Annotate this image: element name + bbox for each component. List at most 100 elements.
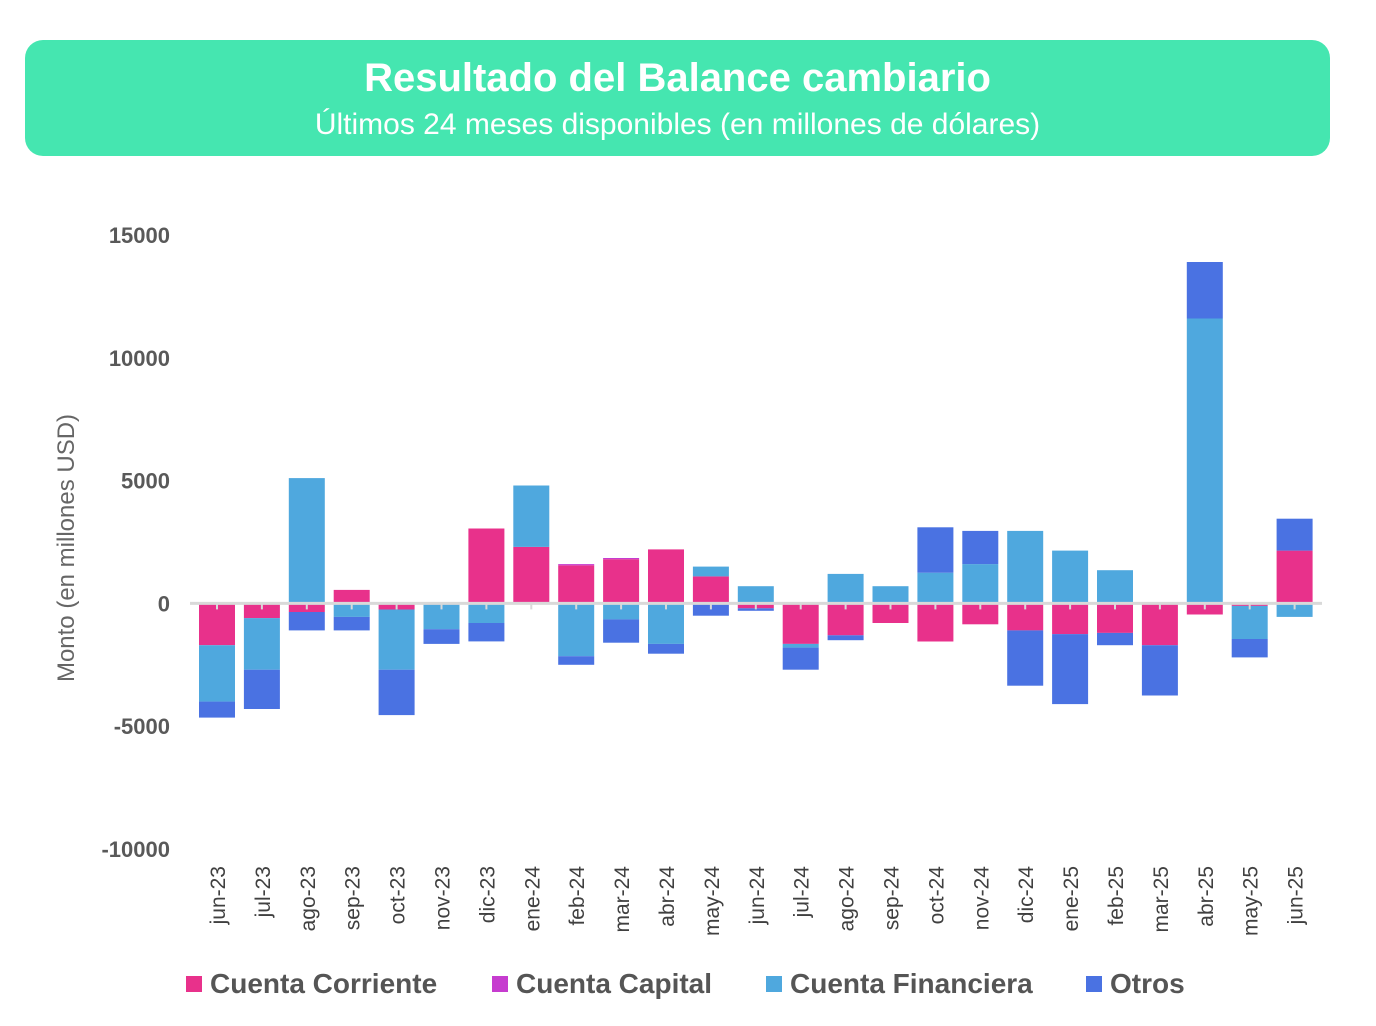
- legend-swatch: [766, 976, 782, 992]
- bar-segment: [782, 647, 819, 670]
- x-tick-label: jun-24: [746, 866, 769, 926]
- x-tick-label: abr-25: [1195, 866, 1218, 927]
- legend-swatch: [492, 976, 508, 992]
- legend-item: Cuenta Financiera: [766, 962, 1033, 1006]
- legend-item: Cuenta Corriente: [186, 962, 437, 1006]
- bar-segment: [468, 623, 505, 642]
- bar-segment: [1186, 318, 1223, 604]
- x-tick-label: ene-24: [521, 866, 544, 932]
- bar-segment: [1097, 570, 1133, 604]
- x-tick-label: may-25: [1240, 866, 1263, 936]
- bar-segment: [917, 527, 954, 573]
- bar-segment: [692, 566, 729, 577]
- bar-segment: [962, 564, 999, 604]
- bar-segment: [692, 576, 729, 604]
- x-tick-label: dic-24: [1015, 866, 1038, 924]
- x-tick-label: dic-23: [476, 866, 499, 923]
- x-tick-label: feb-25: [1105, 866, 1128, 926]
- legend-item: Cuenta Capital: [492, 962, 712, 1006]
- bar-segment: [558, 656, 595, 665]
- bar-segment: [513, 485, 550, 547]
- bar-segment: [558, 603, 595, 657]
- x-tick-label: mar-24: [611, 866, 634, 933]
- bar-segment: [1007, 530, 1044, 604]
- bar-segment: [468, 603, 505, 623]
- bar-segment: [243, 603, 280, 619]
- x-tick-label: may-24: [701, 866, 724, 936]
- x-tick-label: oct-24: [925, 866, 948, 925]
- x-tick-label: feb-24: [566, 866, 589, 926]
- x-tick-label: ago-23: [297, 866, 320, 931]
- bar-segment: [827, 573, 864, 604]
- bar-segment: [513, 546, 550, 604]
- bar-segment: [648, 643, 684, 654]
- bar-segment: [782, 603, 819, 644]
- x-tick-label: mar-25: [1150, 866, 1173, 933]
- x-tick-label: jul-24: [791, 866, 814, 919]
- bar-segment: [737, 586, 774, 604]
- bar-segment: [603, 603, 640, 620]
- x-tick-label: nov-24: [970, 866, 993, 931]
- y-tick-label: 0: [158, 591, 170, 616]
- legend-label: Cuenta Capital: [516, 968, 713, 999]
- bar-segment: [1007, 630, 1044, 686]
- x-tick-label: abr-24: [656, 866, 679, 927]
- y-tick-label: -5000: [114, 714, 170, 739]
- y-tick-label: 15000: [109, 223, 170, 248]
- legend-item: Otros: [1086, 962, 1185, 1006]
- bar-segment: [962, 530, 999, 565]
- x-tick-label: nov-23: [432, 866, 455, 930]
- legend-swatch: [1086, 976, 1102, 992]
- bar-segment: [782, 643, 819, 648]
- bar-segment: [558, 565, 595, 604]
- bar-segment: [243, 618, 280, 670]
- bar-segment: [917, 572, 954, 604]
- x-tick-label: ago-24: [836, 866, 859, 932]
- bar-segment: [1097, 632, 1133, 646]
- bar-segment: [872, 603, 909, 623]
- bar-segment: [333, 616, 370, 631]
- bar-segment: [468, 528, 505, 604]
- bar-segment: [1052, 634, 1089, 705]
- legend-label: Otros: [1110, 968, 1185, 999]
- x-tick-label: jun-23: [207, 866, 230, 925]
- legend-label: Cuenta Financiera: [790, 968, 1033, 999]
- bar-segment: [737, 608, 774, 611]
- bar-segment: [603, 559, 640, 604]
- bar-segment: [1141, 645, 1178, 696]
- bar-segment: [378, 609, 415, 670]
- x-tick-label: oct-23: [387, 866, 410, 924]
- bar-segment: [378, 669, 415, 716]
- stacked-bar-chart: Monto (en millones USD) 15000 10000 5000 0 -5…: [53, 223, 1322, 936]
- y-axis-title: Monto (en millones USD): [53, 414, 80, 682]
- bar-segment: [603, 558, 640, 560]
- chart-legend: Cuenta Corriente Cuenta Capital Cuenta Fin…: [0, 962, 1376, 1010]
- bar-segment: [288, 478, 325, 604]
- bar-segment: [199, 701, 235, 718]
- bar-segment: [243, 669, 280, 709]
- bar-segment: [648, 603, 684, 644]
- x-tick-label: jun-25: [1285, 866, 1308, 925]
- bar-segment: [1276, 603, 1313, 617]
- bar-segment: [603, 619, 640, 643]
- bar-segment: [199, 603, 235, 646]
- y-tick-label: 10000: [109, 346, 170, 371]
- bar-segment: [692, 603, 729, 616]
- bar-segment: [962, 603, 999, 625]
- bar-segment: [199, 645, 235, 702]
- bar-segment: [1052, 550, 1089, 604]
- bar-segment: [558, 564, 595, 566]
- bar-segment: [917, 603, 954, 642]
- chart-title: Resultado del Balance cambiario: [364, 56, 991, 100]
- legend-label: Cuenta Corriente: [210, 968, 438, 999]
- bar-segment: [1276, 518, 1313, 551]
- bar-segment: [1276, 550, 1313, 604]
- x-tick-label: sep-24: [881, 866, 904, 931]
- bar-segment: [872, 586, 909, 604]
- title-banner: Resultado del Balance cambiario Últimos …: [25, 40, 1330, 156]
- x-tick-label: jul-23: [252, 866, 275, 918]
- bar-segment: [333, 589, 370, 604]
- bar-segment: [288, 612, 325, 631]
- bar-segment: [423, 629, 460, 644]
- legend-swatch: [186, 976, 202, 992]
